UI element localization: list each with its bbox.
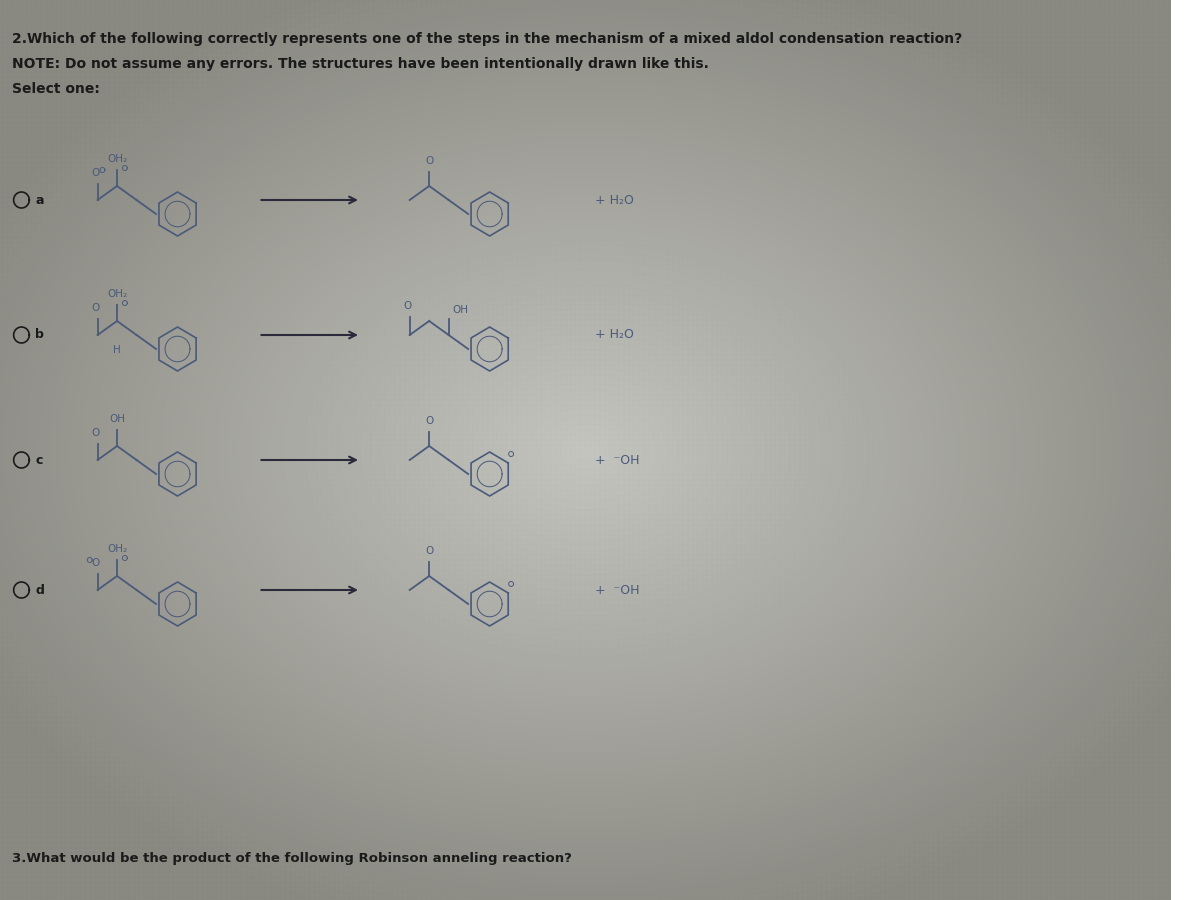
Text: O: O <box>91 558 100 568</box>
Text: O: O <box>91 168 100 178</box>
Text: OH₂: OH₂ <box>107 289 127 299</box>
Text: d: d <box>35 583 44 597</box>
Text: + H₂O: + H₂O <box>595 328 634 341</box>
Text: O: O <box>425 546 433 556</box>
Text: O: O <box>91 428 100 438</box>
Text: OH₂: OH₂ <box>107 544 127 554</box>
Text: 3.What would be the product of the following Robinson anneling reaction?: 3.What would be the product of the follo… <box>12 852 571 865</box>
Text: O: O <box>91 303 100 313</box>
Text: H: H <box>113 345 121 355</box>
Text: O: O <box>425 416 433 426</box>
Text: + H₂O: + H₂O <box>595 194 634 206</box>
Text: OH: OH <box>109 414 125 424</box>
Text: O: O <box>403 301 412 311</box>
Text: +  ⁻OH: + ⁻OH <box>595 454 640 466</box>
Text: NOTE: Do not assume any errors. The structures have been intentionally drawn lik: NOTE: Do not assume any errors. The stru… <box>12 57 708 71</box>
Text: OH₂: OH₂ <box>107 154 127 164</box>
Text: b: b <box>35 328 44 341</box>
Text: 2.Which of the following correctly represents one of the steps in the mechanism : 2.Which of the following correctly repre… <box>12 32 962 46</box>
Text: OH: OH <box>452 305 468 315</box>
Text: +  ⁻OH: + ⁻OH <box>595 583 640 597</box>
Text: Select one:: Select one: <box>12 82 100 96</box>
Text: a: a <box>35 194 43 206</box>
Text: c: c <box>35 454 42 466</box>
Text: O: O <box>425 156 433 166</box>
